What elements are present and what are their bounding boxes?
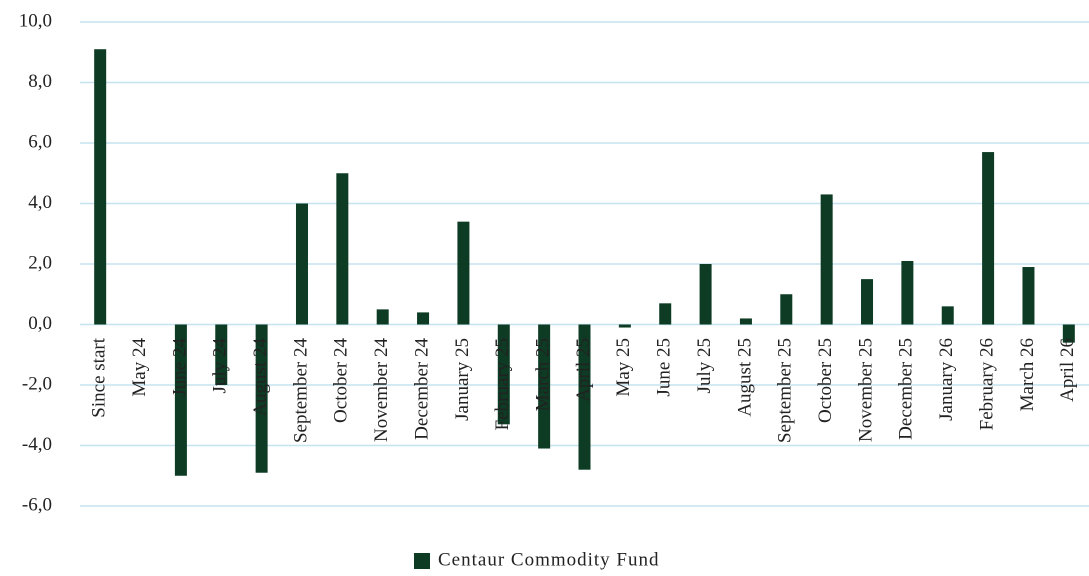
bar [94, 49, 107, 325]
y-tick-label: 0,0 [28, 313, 52, 334]
x-tick-label: February 26 [976, 338, 997, 430]
x-tick-label: September 24 [290, 338, 311, 444]
x-tick-label: January 25 [452, 338, 473, 421]
bar [1022, 267, 1035, 325]
bar [215, 324, 228, 385]
x-tick-label: August 25 [734, 338, 755, 417]
x-tick-label: December 24 [411, 338, 432, 440]
x-tick-label: May 25 [613, 338, 634, 397]
x-tick-label: March 25 [532, 338, 553, 411]
x-tick-label: Since start [89, 337, 110, 417]
x-tick-label: June 24 [169, 338, 190, 397]
x-tick-label: May 24 [129, 338, 150, 397]
bar [780, 294, 793, 325]
bar [376, 309, 389, 325]
x-tick-label: July 24 [210, 338, 231, 394]
bar [982, 152, 995, 325]
bar [538, 324, 551, 449]
x-tick-label: July 25 [694, 338, 715, 393]
x-tick-label: January 26 [936, 338, 957, 421]
y-tick-label: -4,0 [22, 434, 52, 455]
bar [578, 324, 591, 470]
x-tick-label: December 25 [896, 338, 917, 440]
bar [861, 279, 874, 325]
y-tick-label: 2,0 [28, 252, 52, 273]
bar [941, 306, 954, 325]
x-tick-label: April 25 [573, 338, 594, 402]
x-tick-label: February 25 [492, 338, 513, 430]
x-tick-label: November 24 [371, 338, 392, 442]
bar [901, 260, 914, 325]
bar [457, 221, 470, 325]
x-tick-label: October 24 [331, 338, 352, 423]
y-tick-label: 10,0 [19, 10, 52, 31]
x-tick-label: March 26 [1017, 338, 1038, 411]
bar [255, 324, 268, 473]
legend-swatch [414, 553, 430, 569]
y-tick-label: -2,0 [22, 373, 52, 394]
x-tick-label: September 25 [775, 338, 796, 443]
bar [295, 203, 308, 325]
bar [1062, 324, 1075, 343]
bar [739, 318, 752, 325]
x-tick-label: June 25 [654, 338, 675, 397]
bar [699, 264, 712, 325]
y-tick-label: 6,0 [28, 131, 52, 152]
x-tick-label: November 25 [855, 338, 876, 442]
bar [497, 324, 510, 425]
y-tick-label: 8,0 [28, 71, 52, 92]
bar [659, 303, 672, 325]
x-tick-label: April 26 [1057, 338, 1078, 402]
bar [820, 194, 833, 325]
bar [618, 324, 631, 328]
bar [336, 173, 349, 325]
legend-label: Centaur Commodity Fund [438, 549, 660, 570]
y-tick-label: 4,0 [28, 192, 52, 213]
x-tick-label: October 25 [815, 338, 836, 423]
bar [417, 312, 430, 325]
y-tick-label: -6,0 [22, 494, 52, 515]
x-tick-label: August 24 [250, 338, 271, 417]
bar [174, 324, 187, 476]
